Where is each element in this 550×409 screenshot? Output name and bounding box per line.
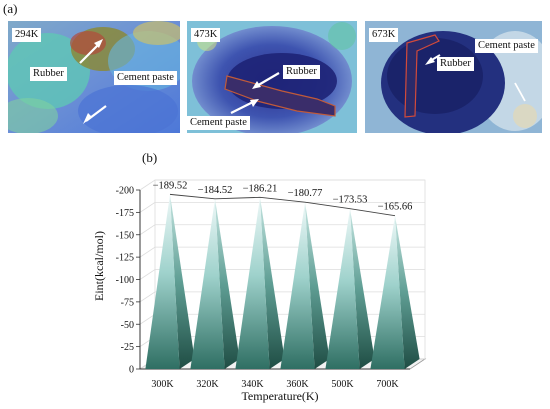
gridline (139, 246, 425, 258)
interaction-energy-chart: (b) -200 -175 -150 -125 -100 -75 -50 -25 0 300K 32… (92, 150, 427, 403)
bar-side-face (215, 198, 240, 369)
micrograph-473k: 473K Rubber Cement paste (187, 21, 357, 133)
bar-side-face (260, 197, 285, 369)
micrograph-673k: 673K Rubber Cement paste (365, 21, 542, 133)
data-label: −186.21 (243, 183, 278, 194)
bar-front-face (325, 208, 360, 369)
temperature-label-673k: 673K (369, 28, 399, 42)
bar-340K (235, 197, 285, 369)
bar-side-face (395, 215, 420, 369)
x-tick-label: 500K (331, 379, 354, 390)
y-tick-label: -125 (116, 253, 134, 264)
data-label: −189.52 (153, 180, 188, 191)
y-tick-label: -50 (121, 320, 134, 331)
x-tick-label: 700K (376, 379, 399, 390)
cement-paste-label-294k: Cement paste (114, 71, 177, 85)
gridline (139, 224, 425, 236)
trend-line (169, 193, 396, 217)
rubber-label-473k: Rubber (283, 65, 320, 79)
bar-front-face (370, 215, 405, 369)
x-tick-label: 360K (286, 379, 309, 390)
micrograph-294k: 294K Rubber Cement paste (8, 21, 180, 133)
data-label: −180.77 (288, 188, 323, 199)
gridline (139, 201, 425, 213)
bar-500K (325, 208, 375, 369)
x-tick-label: 340K (241, 379, 264, 390)
gridline (139, 269, 425, 280)
data-label: −165.66 (378, 202, 413, 213)
cement-paste-label-673k: Cement paste (475, 39, 538, 53)
y-tick-label: -100 (116, 275, 134, 286)
x-tick-label: 300K (151, 379, 174, 390)
bar-360K (280, 202, 330, 369)
y-tick-label: -200 (116, 186, 134, 197)
y-tick-label: -175 (116, 208, 134, 219)
y-tick-label: -25 (121, 342, 134, 353)
panel-a-label: (a) (3, 1, 18, 16)
bar-300K (145, 194, 195, 369)
micrograph-473k-image (187, 21, 357, 133)
data-label: −184.52 (198, 185, 233, 196)
bar-front-face (145, 194, 180, 369)
x-axis-title: Temperature(K) (241, 389, 318, 403)
rubber-label-673k: Rubber (437, 57, 474, 71)
bar-side-face (350, 208, 375, 369)
panel-b-label: (b) (142, 150, 157, 165)
y-tick-label: -75 (121, 297, 134, 308)
chart-bars (145, 194, 420, 369)
y-axis-title: Eint(kcal/mol) (92, 231, 106, 301)
data-label: −173.53 (333, 195, 368, 206)
chart-data-labels: −189.52 −184.52 −186.21 −180.77 −173.53 −165.… (153, 180, 413, 217)
y-tick-label: -150 (116, 230, 134, 241)
bar-front-face (235, 197, 270, 369)
micrograph-294k-image (8, 21, 180, 133)
gridline (139, 179, 425, 191)
temperature-label-473k: 473K (191, 28, 221, 42)
cement-paste-label-473k: Cement paste (187, 116, 250, 130)
gridline (139, 291, 425, 303)
chart-axes: -200 -175 -150 -125 -100 -75 -50 -25 0 300K 320K 34… (116, 186, 410, 390)
y-tick-label: 0 (129, 365, 134, 376)
bar-front-face (280, 202, 315, 369)
bar-700K (370, 215, 420, 369)
bar-side-face (170, 194, 195, 369)
bar-320K (190, 198, 240, 369)
x-tick-label: 320K (196, 379, 219, 390)
bar-front-face (190, 198, 225, 369)
rubber-label-294k: Rubber (30, 67, 67, 81)
temperature-label-294k: 294K (12, 28, 42, 42)
bar-side-face (305, 202, 330, 369)
